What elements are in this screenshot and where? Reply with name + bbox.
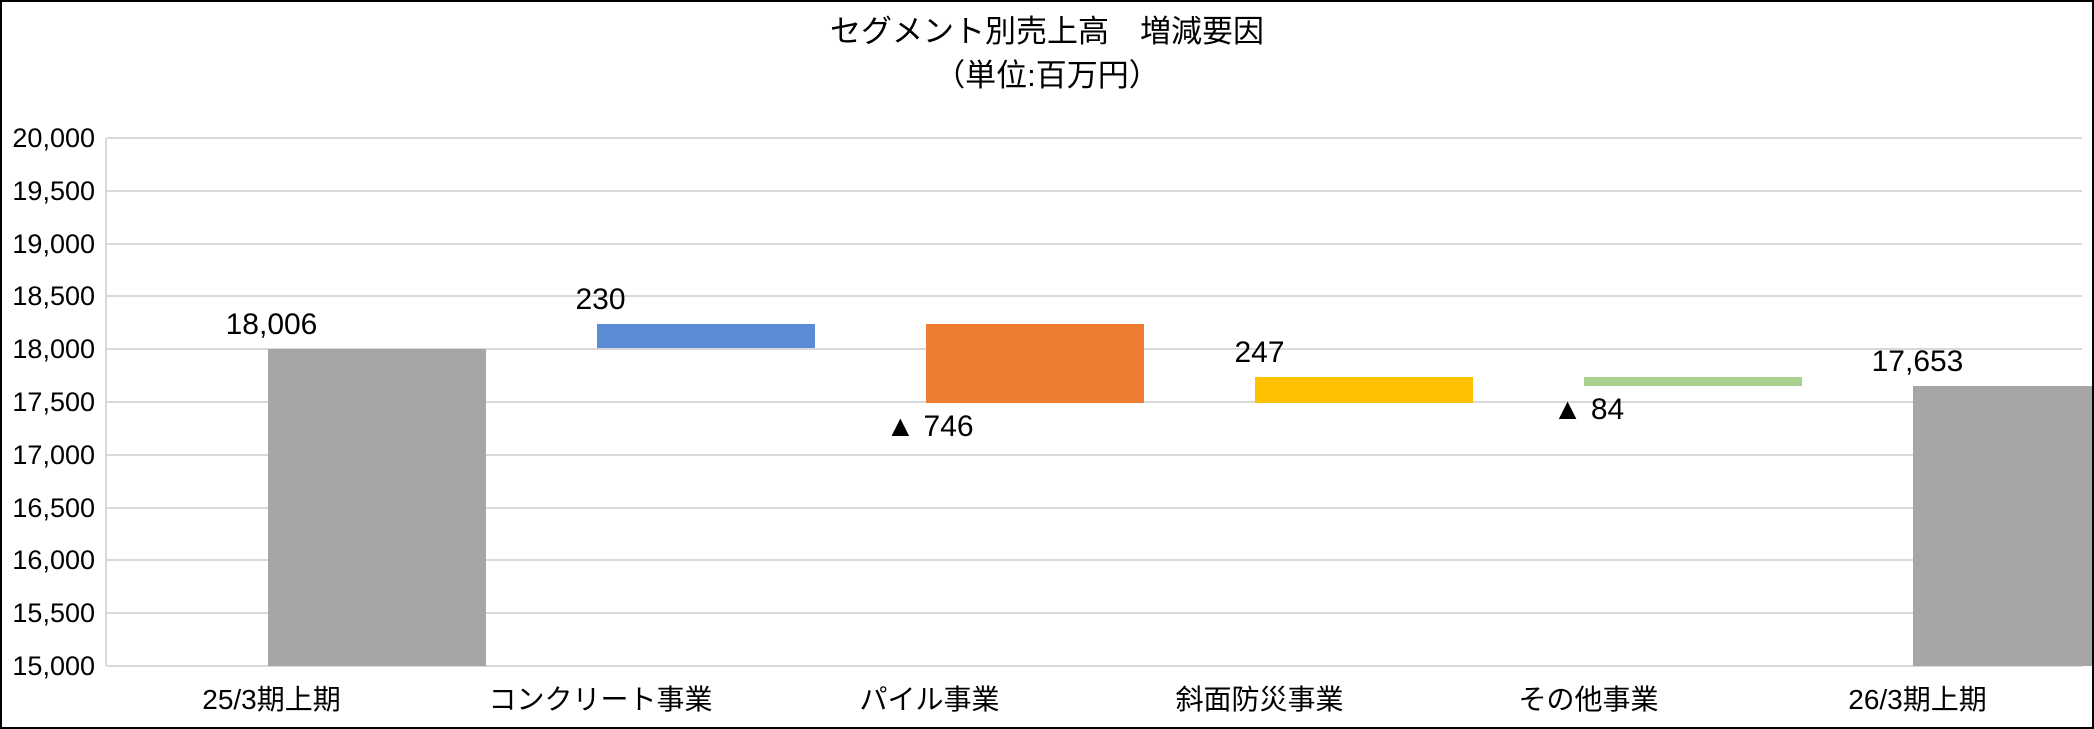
y-axis-tick-label: 18,000 [12, 334, 95, 365]
gridline [107, 559, 2082, 562]
y-axis-tick-label: 18,500 [12, 281, 95, 312]
chart-title-block: セグメント別売上高 増減要因 （単位:百万円） [2, 10, 2092, 98]
chart-title: セグメント別売上高 増減要因 [830, 14, 1264, 49]
y-axis-tick-label: 17,000 [12, 439, 95, 470]
y-axis-tick-label: 15,000 [12, 651, 95, 681]
waterfall-bar-decrease [1584, 377, 1802, 386]
data-label: 230 [575, 283, 626, 316]
y-axis-tick-label: 19,500 [12, 175, 95, 206]
waterfall-bar-total [268, 349, 486, 666]
y-axis-line [105, 138, 107, 666]
gridline [107, 612, 2082, 615]
waterfall-bar-total [1913, 386, 2092, 666]
gridline [107, 506, 2082, 509]
y-axis-tick-label: 15,500 [12, 598, 95, 629]
data-label: 247 [1234, 336, 1285, 369]
gridline [107, 295, 2082, 298]
x-axis-category-label: その他事業 [1518, 684, 1659, 715]
waterfall-bar-decrease [926, 324, 1144, 403]
gridline [107, 453, 2082, 456]
y-axis-tick-label: 16,500 [12, 492, 95, 523]
data-label: ▲ 746 [885, 410, 974, 443]
x-axis-category-label: 斜面防災事業 [1175, 684, 1344, 715]
gridline [107, 189, 2082, 192]
gridline [107, 137, 2082, 139]
gridline [107, 242, 2082, 245]
y-axis-tick-label: 17,500 [12, 387, 95, 417]
data-label: 17,653 [1871, 345, 1964, 378]
x-axis-category-label: 26/3期上期 [1848, 684, 1987, 715]
data-label: ▲ 84 [1552, 393, 1625, 426]
x-axis-category-label: パイル事業 [859, 684, 1000, 715]
x-axis-category-label: 25/3期上期 [202, 684, 341, 715]
chart-subtitle: （単位:百万円） [934, 58, 1160, 93]
y-axis-tick-label: 20,000 [12, 123, 95, 153]
waterfall-bar-increase [1255, 377, 1473, 403]
x-axis-line [107, 665, 2082, 667]
plot-area [105, 137, 2092, 667]
y-axis-tick-label: 16,000 [12, 545, 95, 576]
y-axis-tick-label: 19,000 [12, 228, 95, 259]
x-axis-category-label: コンクリート事業 [488, 684, 713, 715]
data-label: 18,006 [225, 308, 318, 341]
waterfall-bar-increase [597, 324, 815, 348]
